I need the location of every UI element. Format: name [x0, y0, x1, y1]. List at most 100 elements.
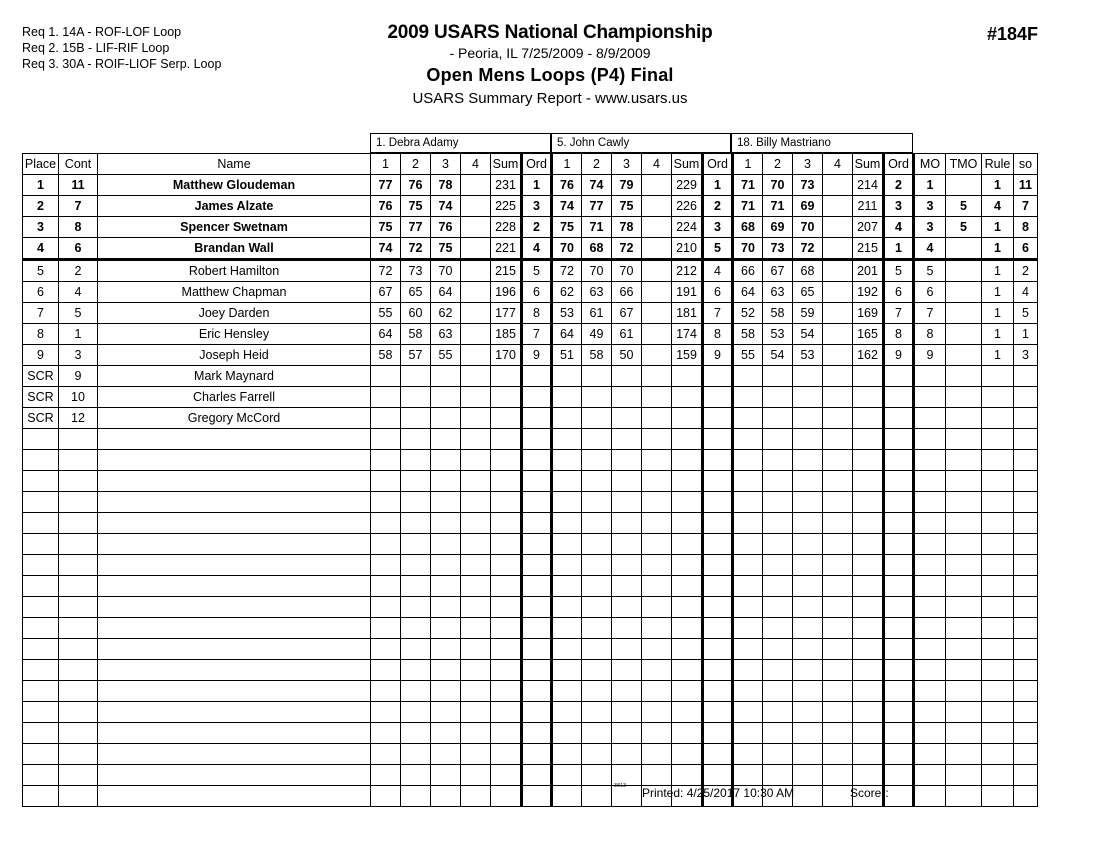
- cell-rule: 1: [981, 344, 1014, 366]
- championship-title: 2009 USARS National Championship: [387, 22, 713, 43]
- cell-empty: [520, 722, 553, 744]
- cell-empty: [370, 701, 401, 723]
- table-row-empty[interactable]: [22, 596, 1038, 618]
- cell-j3-sum: 169: [852, 302, 884, 324]
- table-row-empty[interactable]: [22, 533, 1038, 555]
- cell-so: 6: [1013, 237, 1038, 261]
- cell-j1-s4: [460, 344, 491, 366]
- cell-empty: [520, 743, 553, 765]
- cell-j1-s2: 60: [400, 302, 431, 324]
- cell-j1-s4: [460, 216, 491, 238]
- table-row-empty[interactable]: [22, 512, 1038, 534]
- table-row[interactable]: 1 11 Matthew Gloudeman 77 76 78 231 1 76 74 79 229 1…: [22, 174, 1038, 196]
- cell-empty: [882, 428, 915, 450]
- cell-empty: [822, 575, 853, 597]
- table-row-empty[interactable]: [22, 449, 1038, 471]
- cell-j2-s3: 50: [611, 344, 642, 366]
- table-row-empty[interactable]: [22, 680, 1038, 702]
- table-row-empty[interactable]: [22, 722, 1038, 744]
- cell-j3-s2: [762, 386, 793, 408]
- cell-j1-sum: 228: [490, 216, 522, 238]
- cell-j1-s3: [430, 386, 461, 408]
- cell-empty: [22, 512, 59, 534]
- cell-empty: [370, 554, 401, 576]
- cell-empty: [792, 470, 823, 492]
- table-row-empty[interactable]: [22, 659, 1038, 681]
- cell-empty: [732, 491, 763, 513]
- cell-empty: [370, 449, 401, 471]
- cell-j3-ord: 5: [882, 259, 915, 282]
- cell-empty: [671, 554, 703, 576]
- cell-j1-s3: 63: [430, 323, 461, 345]
- cell-empty: [430, 701, 461, 723]
- cell-j1-sum: 231: [490, 174, 522, 196]
- cell-empty: [671, 617, 703, 639]
- cell-empty: [490, 554, 522, 576]
- table-row[interactable]: 2 7 James Alzate 76 75 74 225 3 74 77 75 226 2 71 71 69…: [22, 195, 1038, 217]
- cell-empty: [671, 722, 703, 744]
- cell-j3-s1: 55: [732, 344, 763, 366]
- cell-empty: [1013, 785, 1038, 807]
- cell-empty: [852, 449, 884, 471]
- cell-j3-s4: [822, 237, 853, 261]
- table-row[interactable]: 5 2 Robert Hamilton 72 73 70 215 5 72 70 70 212 4 66 6…: [22, 259, 1038, 282]
- cell-j3-ord: [882, 386, 915, 408]
- cell-empty: [430, 491, 461, 513]
- table-row-empty[interactable]: [22, 638, 1038, 660]
- cell-empty: [701, 575, 734, 597]
- table-row-empty[interactable]: [22, 764, 1038, 786]
- cell-empty: [822, 554, 853, 576]
- cell-empty: [792, 617, 823, 639]
- table-row[interactable]: SCR 9 Mark Maynard: [22, 365, 1038, 387]
- cell-empty: [913, 743, 946, 765]
- cell-empty: [58, 701, 98, 723]
- table-row[interactable]: SCR 12 Gregory McCord: [22, 407, 1038, 429]
- cell-empty: [852, 491, 884, 513]
- cell-empty: [671, 596, 703, 618]
- cell-empty: [22, 449, 59, 471]
- table-row[interactable]: 7 5 Joey Darden 55 60 62 177 8 53 61 67 181 7 52 58 59 1…: [22, 302, 1038, 324]
- table-row[interactable]: 9 3 Joseph Heid 58 57 55 170 9 51 58 50 159 9 55 54 53 1…: [22, 344, 1038, 366]
- cell-empty: [981, 680, 1014, 702]
- cell-j3-s2: 63: [762, 281, 793, 303]
- cell-empty: [732, 533, 763, 555]
- cell-empty: [400, 722, 431, 744]
- cell-empty: [551, 470, 582, 492]
- table-row-empty[interactable]: [22, 701, 1038, 723]
- cell-empty: [732, 722, 763, 744]
- col-tmo: TMO: [945, 153, 982, 175]
- table-row-empty[interactable]: [22, 428, 1038, 450]
- report-subtitle: USARS Summary Report - www.usars.us: [412, 90, 688, 107]
- cell-empty: [701, 659, 734, 681]
- cell-name: Robert Hamilton: [97, 259, 371, 282]
- cell-empty: [520, 470, 553, 492]
- cell-empty: [581, 722, 612, 744]
- table-row[interactable]: SCR 10 Charles Farrell: [22, 386, 1038, 408]
- table-row-empty[interactable]: [22, 785, 1038, 807]
- table-row[interactable]: 3 8 Spencer Swetnam 75 77 76 228 2 75 71 78 224 3 68 6…: [22, 216, 1038, 238]
- table-row[interactable]: 8 1 Eric Hensley 64 58 63 185 7 64 49 61 174 8 58 53 54…: [22, 323, 1038, 345]
- cell-empty: [945, 701, 982, 723]
- table-row-empty[interactable]: [22, 617, 1038, 639]
- cell-empty: [490, 533, 522, 555]
- table-row[interactable]: 6 4 Matthew Chapman 67 65 64 196 6 62 63 66 191 6 64 6…: [22, 281, 1038, 303]
- cell-j2-s2: [581, 407, 612, 429]
- cell-j3-s2: 67: [762, 259, 793, 282]
- cell-empty: [430, 470, 461, 492]
- table-row-empty[interactable]: [22, 575, 1038, 597]
- cell-empty: [22, 470, 59, 492]
- cell-empty: [581, 638, 612, 660]
- cell-empty: [762, 491, 793, 513]
- cell-empty: [400, 596, 431, 618]
- cell-j1-s4: [460, 407, 491, 429]
- table-row-empty[interactable]: [22, 554, 1038, 576]
- table-row-empty[interactable]: [22, 491, 1038, 513]
- table-row[interactable]: 4 6 Brandan Wall 74 72 75 221 4 70 68 72 210 5 70 73 72…: [22, 237, 1038, 261]
- cell-place: 6: [22, 281, 59, 303]
- cell-empty: [701, 638, 734, 660]
- table-row-empty[interactable]: [22, 470, 1038, 492]
- cell-empty: [1013, 722, 1038, 744]
- cell-empty: [981, 722, 1014, 744]
- table-row-empty[interactable]: [22, 743, 1038, 765]
- cell-empty: [581, 512, 612, 534]
